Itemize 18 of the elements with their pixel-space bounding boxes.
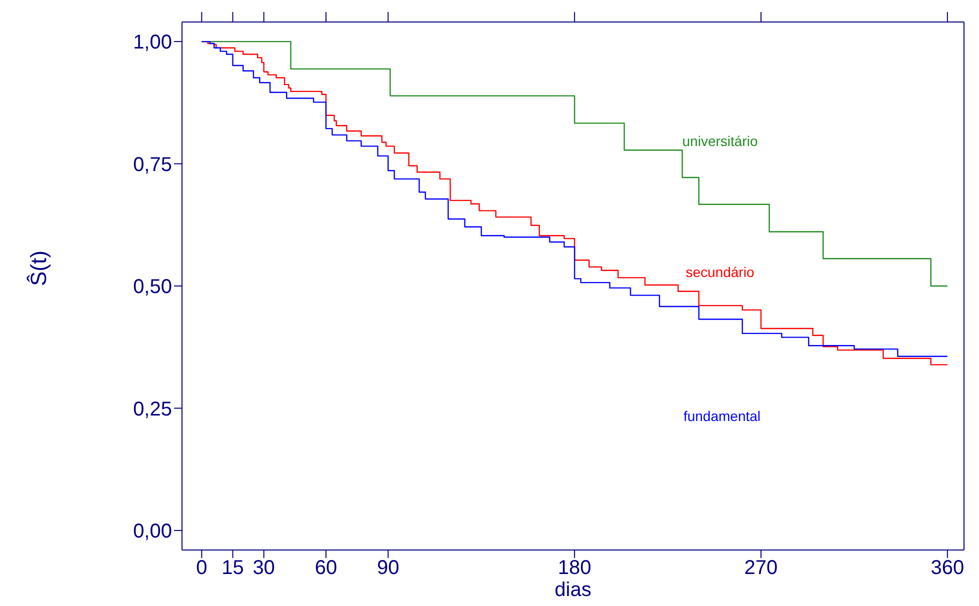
- x-tick-label: 0: [196, 557, 208, 580]
- series-label: universitário: [682, 133, 758, 149]
- x-tick-label: 270: [744, 557, 778, 580]
- series-label: secundário: [686, 264, 754, 280]
- x-tick-label: 15: [222, 557, 244, 580]
- x-tick-label: 360: [930, 557, 964, 580]
- y-tick-label: 0,50: [133, 276, 172, 298]
- x-axis-title: dias: [554, 579, 592, 601]
- y-tick-label: 0,75: [133, 154, 172, 176]
- y-tick-label: 1,00: [133, 32, 172, 54]
- y-tick-label: 0,25: [133, 398, 172, 420]
- x-tick-label: 90: [376, 557, 400, 580]
- y-axis-title: Ŝ(t): [26, 250, 51, 286]
- text: fundamental: [683, 408, 761, 424]
- x-tick-label: 180: [558, 557, 592, 580]
- x-tick-label: 30: [252, 557, 275, 580]
- x-tick-label: 60: [314, 557, 338, 580]
- y-tick-label: 0,00: [133, 520, 172, 543]
